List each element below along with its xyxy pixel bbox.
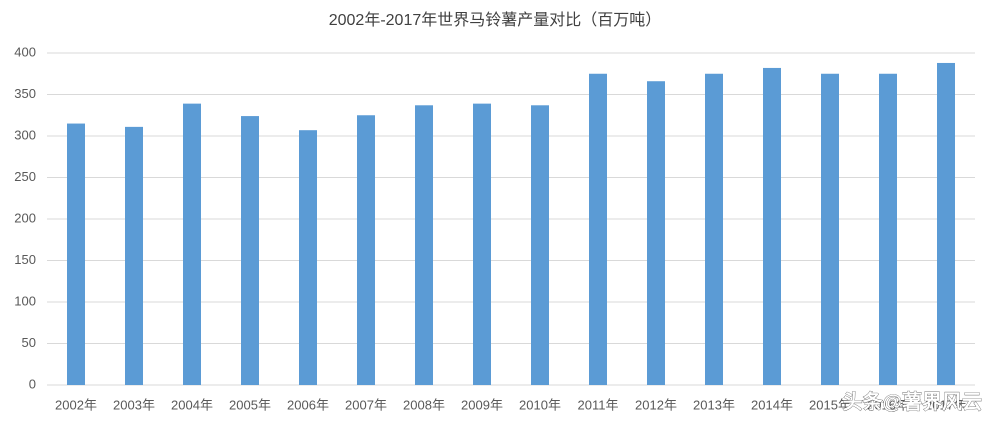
x-tick-label: 2016年: [867, 397, 909, 412]
watermark: 头条@薯界风云: [842, 389, 982, 413]
bar: [647, 81, 665, 385]
x-tick-label: 2004年: [171, 397, 213, 412]
bar: [299, 130, 317, 385]
x-tick-label: 2015年: [809, 397, 851, 412]
x-tick-label: 2007年: [345, 397, 387, 412]
bar: [705, 73, 723, 385]
x-tick-label: 2010年: [519, 397, 561, 412]
bar: [821, 73, 839, 385]
y-tick-label: 250: [14, 169, 36, 184]
bar: [357, 115, 375, 385]
bar: [763, 67, 781, 385]
x-tick-label: 2002年: [55, 397, 97, 412]
y-tick-label: 50: [22, 335, 36, 350]
bar: [937, 62, 955, 386]
chart-title: 2002年-2017年世界马铃薯产量对比（百万吨）: [329, 11, 662, 29]
x-tick-label: 2011年: [578, 397, 619, 412]
x-tick-label: 2014年: [751, 397, 793, 412]
x-tick-label: 2005年: [229, 397, 271, 412]
y-tick-label: 200: [14, 210, 36, 225]
y-tick-label: 0: [29, 376, 36, 391]
bar: [125, 126, 143, 386]
bar: [67, 123, 85, 386]
bar: [531, 105, 549, 385]
y-tick-label: 150: [14, 252, 36, 267]
bar: [473, 103, 491, 385]
x-tick-label: 2017年: [925, 397, 967, 412]
y-tick-label: 100: [14, 293, 36, 308]
x-tick-label: 2008年: [403, 397, 445, 412]
y-tick-label: 400: [14, 44, 36, 59]
x-tick-label: 2009年: [461, 397, 503, 412]
bar: [415, 105, 433, 385]
bar: [879, 73, 897, 385]
y-tick-label: 300: [14, 127, 36, 142]
y-tick-label: 350: [14, 86, 36, 101]
x-tick-label: 2013年: [693, 397, 735, 412]
bar: [241, 116, 259, 385]
bar: [183, 103, 201, 385]
bar: [589, 73, 607, 385]
x-tick-label: 2006年: [287, 397, 329, 412]
x-tick-label: 2012年: [635, 397, 677, 412]
x-tick-label: 2003年: [113, 397, 155, 412]
